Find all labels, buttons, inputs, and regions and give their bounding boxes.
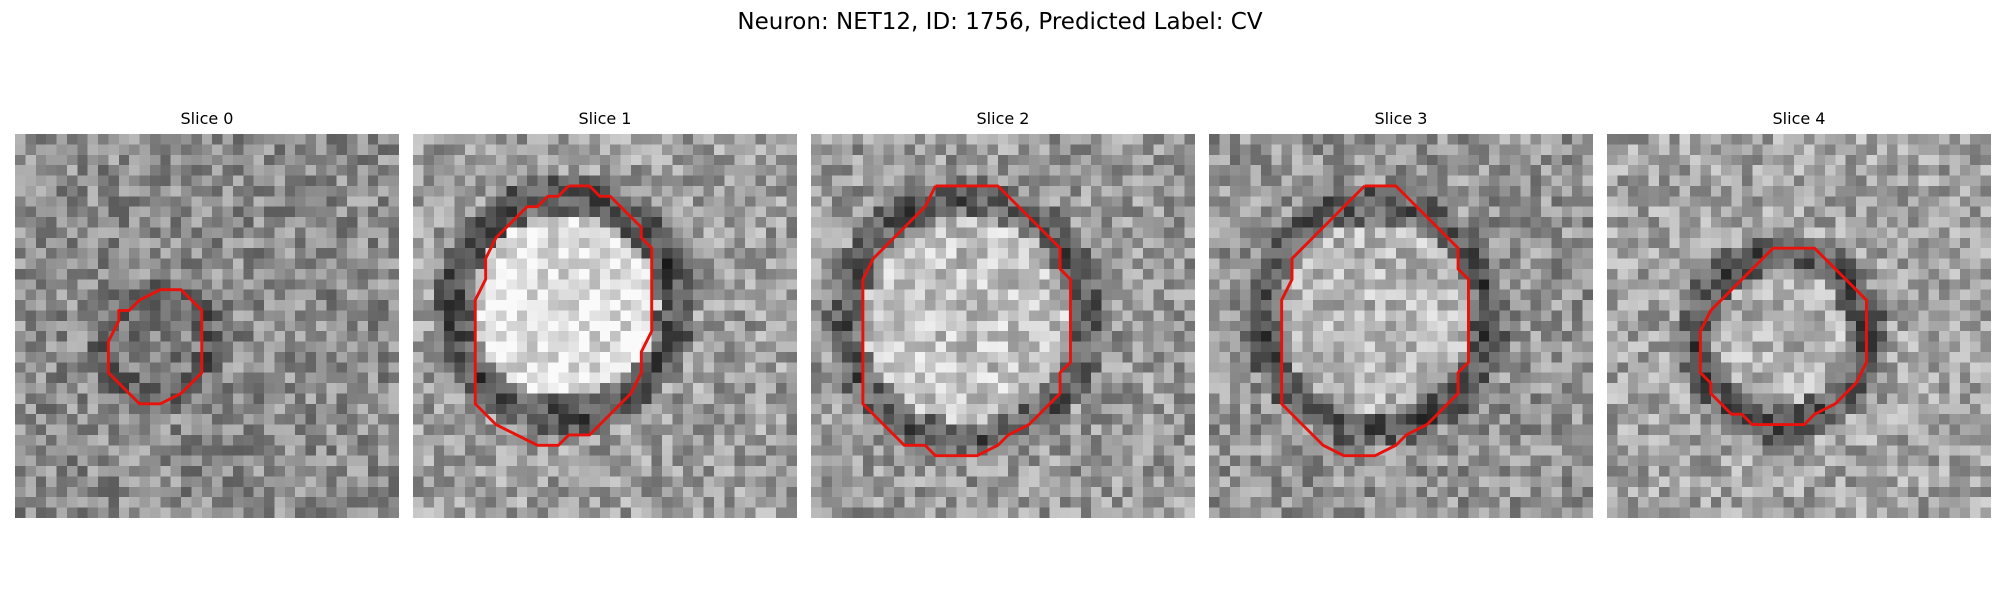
slice-image [15, 134, 399, 518]
segmentation-contour [1280, 184, 1470, 458]
segmentation-contour [473, 184, 654, 447]
slice-title: Slice 4 [1772, 109, 1826, 128]
slice-panel-3: Slice 3 [1209, 108, 1593, 518]
segmentation-contour [861, 184, 1072, 458]
figure-title: Neuron: NET12, ID: 1756, Predicted Label… [737, 9, 1263, 35]
slice-panel-1: Slice 1 [413, 108, 797, 518]
slice-title: Slice 1 [578, 109, 632, 128]
slice-title: Slice 0 [180, 109, 234, 128]
segmentation-contour [106, 288, 204, 406]
slice-image [413, 134, 797, 518]
segmentation-contour [1698, 246, 1868, 427]
slice-image [811, 134, 1195, 518]
slice-panel-2: Slice 2 [811, 108, 1195, 518]
slice-panel-0: Slice 0 [15, 108, 399, 518]
slice-image [1607, 134, 1991, 518]
slice-title: Slice 2 [976, 109, 1030, 128]
slice-panel-4: Slice 4 [1607, 108, 1991, 518]
slice-title: Slice 3 [1374, 109, 1428, 128]
slice-image [1209, 134, 1593, 518]
